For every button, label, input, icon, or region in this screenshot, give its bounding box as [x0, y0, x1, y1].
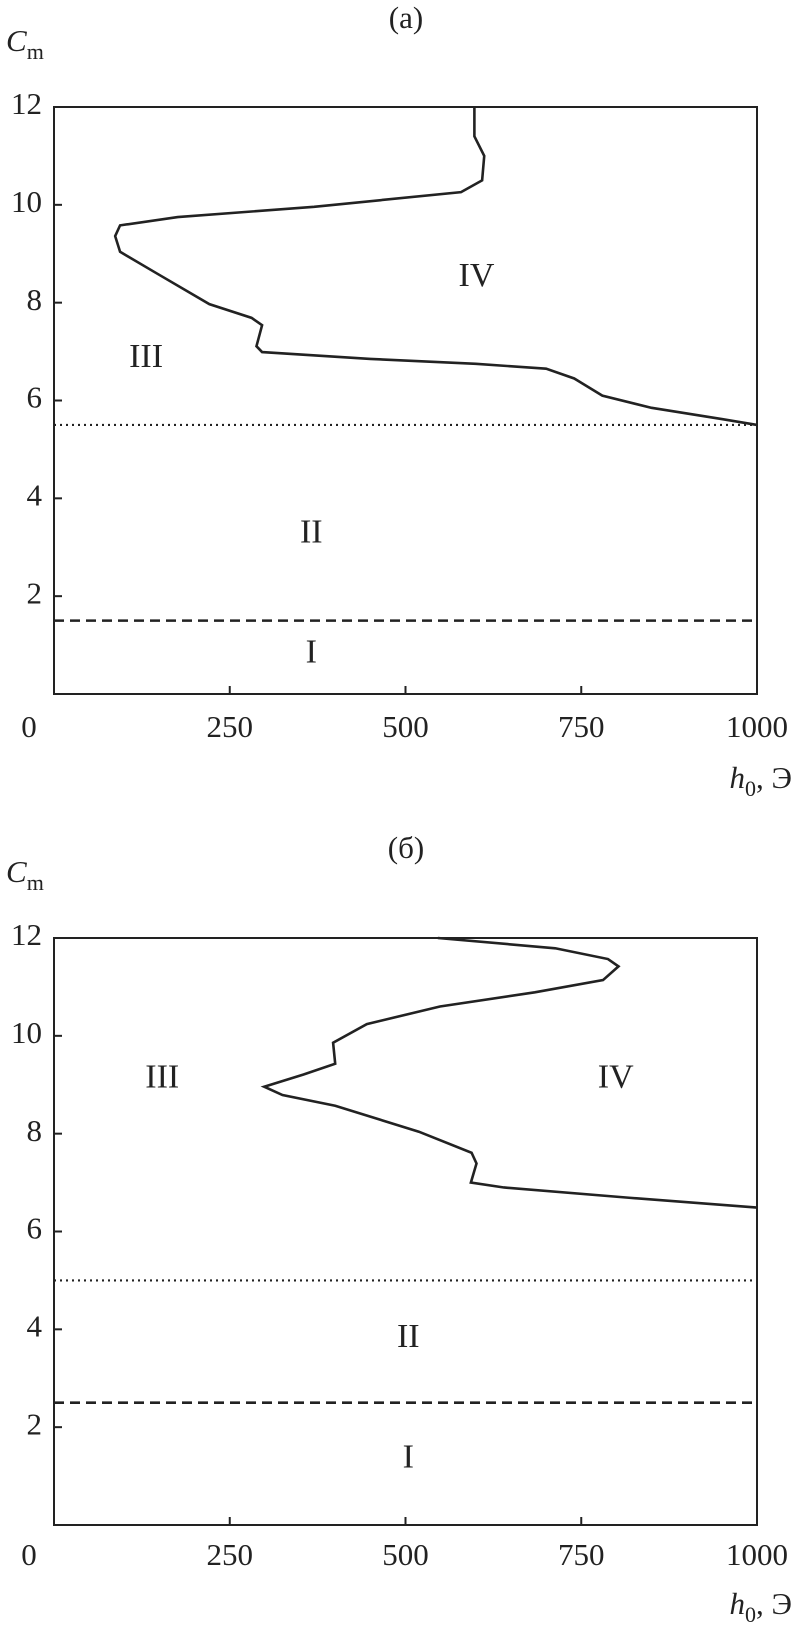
x-label-unit: , Э [756, 1586, 792, 1621]
y-tick-label: 12 [11, 917, 42, 952]
x-label-unit: , Э [756, 760, 792, 795]
y-label-main: C [6, 854, 27, 889]
plot-frame [53, 106, 758, 695]
y-tick-label: 6 [27, 1211, 43, 1246]
region-label: I [306, 634, 317, 671]
curve [113, 107, 758, 427]
y-tick-label: 8 [27, 1113, 43, 1148]
region-label: I [403, 1439, 414, 1476]
x-label-sub: 0 [745, 776, 756, 801]
y-label-main: C [6, 23, 27, 58]
x-label-main: h [730, 1586, 746, 1621]
y-tick-label: 8 [27, 282, 43, 317]
panel-title: (б) [388, 830, 424, 865]
x-tick-label: 250 [207, 709, 254, 744]
x-label-sub: 0 [745, 1602, 756, 1627]
x-tick-label: 0 [21, 709, 37, 744]
x-tick-label: 0 [21, 1537, 37, 1572]
region-label: IV [598, 1059, 634, 1096]
panel-title: (a) [389, 0, 423, 35]
x-tick-label: 750 [558, 1537, 605, 1572]
x-tick-label: 250 [207, 1537, 254, 1572]
x-tick-label: 1000 [726, 709, 788, 744]
x-tick-label: 500 [382, 709, 429, 744]
region-label: IV [459, 257, 495, 294]
x-label-main: h [730, 760, 746, 795]
y-tick-label: 2 [27, 575, 43, 610]
x-axis-label: h0, Э [730, 760, 792, 801]
y-tick-label: 10 [11, 184, 42, 219]
x-axis-label: h0, Э [730, 1586, 792, 1627]
y-tick-label: 6 [27, 380, 43, 415]
y-tick-label: 4 [27, 1308, 43, 1343]
x-tick-label: 500 [382, 1537, 429, 1572]
region-label: III [129, 338, 163, 375]
y-label-sub: m [27, 870, 44, 895]
region-label: II [300, 513, 323, 550]
y-axis-label: Cm [6, 23, 44, 64]
x-tick-label: 1000 [726, 1537, 788, 1572]
y-tick-label: 10 [11, 1015, 42, 1050]
curve [260, 936, 758, 1209]
x-tick-label: 750 [558, 709, 605, 744]
y-tick-label: 2 [27, 1406, 43, 1441]
y-label-sub: m [27, 39, 44, 64]
y-tick-label: 4 [27, 477, 43, 512]
region-label: II [397, 1318, 420, 1355]
y-axis-label: Cm [6, 854, 44, 895]
y-tick-label: 12 [11, 86, 42, 121]
plot-frame [53, 937, 758, 1526]
region-label: III [145, 1059, 179, 1096]
